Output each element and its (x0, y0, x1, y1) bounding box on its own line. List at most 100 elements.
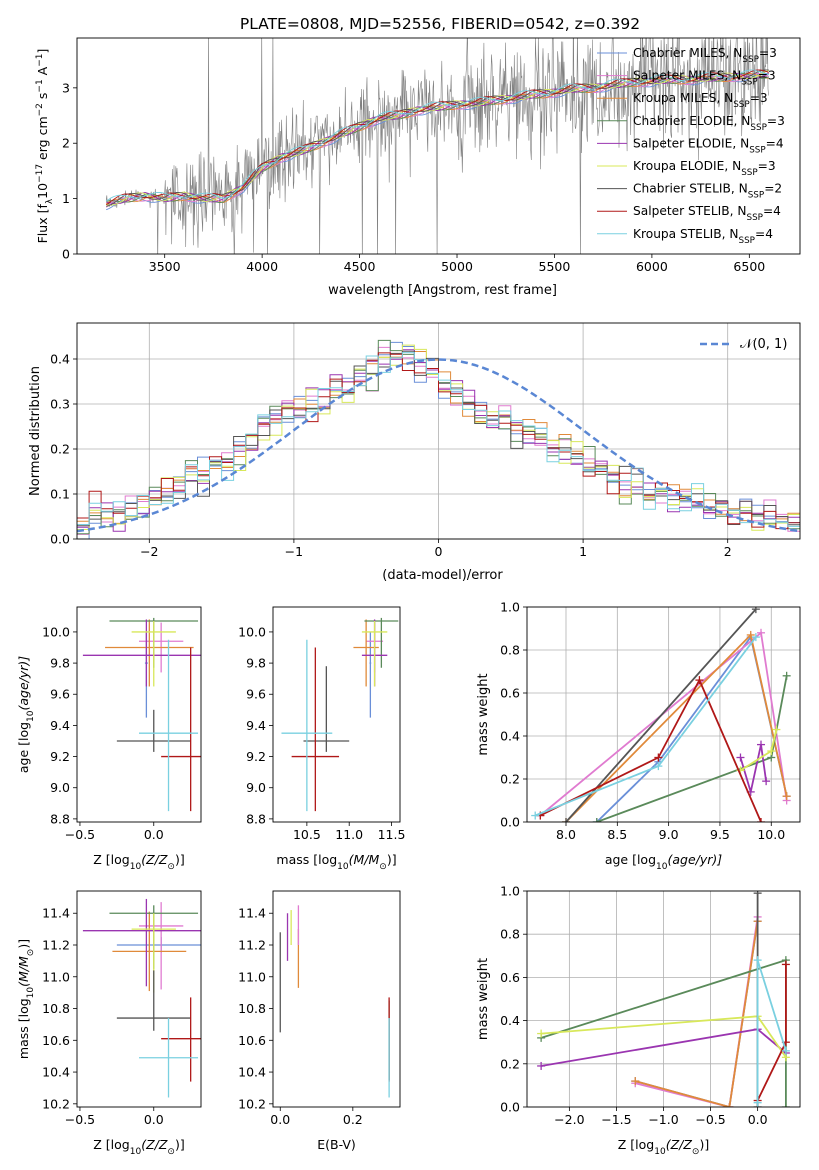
y-tick-label: 0.6 (500, 970, 520, 985)
legend-label: Kroupa ELODIE, NSSP=3 (633, 159, 776, 178)
y-axis-label-part: erg cm (35, 116, 50, 164)
y-axis-label: mass weight (476, 673, 491, 755)
weight-line-kroupa-miles (565, 633, 788, 822)
weight-line-chabrier-elodie (596, 675, 788, 822)
axes-frame (526, 606, 801, 823)
x-tick-label: −0.5 (695, 1112, 725, 1127)
y-axis-label-part: λ (45, 198, 55, 204)
y-tick-label: 10.0 (42, 624, 70, 639)
x-tick-label: 0.0 (748, 1112, 768, 1127)
x-tick-label: −2.0 (554, 1112, 584, 1127)
y-tick-label: 0.4 (500, 1013, 520, 1028)
axes-age-vs-Z: −0.5 0.08.89.09.29.49.69.810.0Z [log10(Z/… (16, 606, 202, 872)
x-axis-label-part: (age/yr)] (667, 852, 722, 867)
x-axis-label: mass [log10(M/M⊙)] (276, 852, 396, 872)
y-axis-label: mass weight (476, 958, 491, 1040)
chart-layer: 3500 4000 4500 5000 5500 6000 6500 0 1 2 3 Chabrier… (16, 37, 801, 1157)
plot-area (82, 617, 201, 812)
legend-label-sub: SSP (733, 100, 749, 110)
x-tick-label: 1 (579, 544, 587, 559)
legend-label-n: =3 (758, 159, 776, 173)
y-axis-label-part: mass [log (16, 998, 31, 1059)
y-tick-label: 3 (62, 80, 70, 95)
y-tick-label: 11.4 (238, 906, 266, 921)
axes-mass-vs-Z: −0.5 0.0 10.2 10.4 10.6 10.8 11.0 11.2 11.4 Z [lo… (16, 890, 202, 1157)
y-tick-label: 9.6 (50, 687, 70, 702)
y-axis-label-part: A (35, 66, 50, 79)
x-axis-label-part: 10 (130, 862, 142, 872)
y-axis-label: Flux [fλ10−17 erg cm−2 s−1 A−1] (35, 49, 55, 244)
legend-label: Chabrier ELODIE, NSSP=3 (633, 114, 785, 133)
x-axis-label: E(B-V) (317, 1137, 356, 1152)
axes-frame (272, 606, 401, 823)
y-tick-label: 2 (62, 136, 70, 151)
plot-area (105, 38, 770, 254)
y-tick-label: 11.4 (42, 906, 70, 921)
x-tick-label: 3500 (149, 259, 181, 274)
legend-label-n: =3 (767, 114, 785, 128)
x-tick-label: 4500 (344, 259, 376, 274)
axes-frame (76, 890, 202, 1108)
axes-frame (76, 37, 801, 255)
legend-label-n: =4 (766, 136, 784, 150)
legend-label-name: Chabrier STELIB, N (633, 182, 748, 196)
x-tick-label: −0.5 (65, 827, 95, 842)
y-axis-label-part: 10 (35, 183, 50, 199)
legend-label-n: =2 (764, 182, 782, 196)
x-tick-label: −2 (140, 544, 158, 559)
plot-area (279, 905, 390, 1098)
x-tick-label: 0.2 (343, 1112, 363, 1127)
x-axis-label-part: 10 (656, 862, 668, 872)
x-tick-label: 6500 (733, 259, 765, 274)
x-axis-label-part: )] (175, 852, 185, 867)
y-tick-label: 9.4 (246, 718, 266, 733)
y-tick-label: 0.0 (500, 815, 520, 830)
plot-area (531, 607, 791, 822)
y-tick-label: 9.6 (246, 687, 266, 702)
x-tick-label: −0.5 (65, 1112, 95, 1127)
x-tick-label: 4000 (246, 259, 278, 274)
x-axis-label-part: (Z/Z (141, 1137, 168, 1152)
x-axis-label-part: Z [log (93, 852, 129, 867)
legend-label-sub: SSP (741, 168, 757, 178)
y-axis-label: Normed distribution (28, 366, 43, 496)
legend-label-sub: SSP (739, 236, 755, 246)
x-axis-label-part: (Z/Z (141, 852, 168, 867)
y-axis-label-part: −1 (35, 79, 45, 92)
x-axis-label-part: Z [log (93, 1137, 129, 1152)
axes-frame (526, 890, 801, 1108)
x-axis-label-part: Z [log (618, 1137, 654, 1152)
x-tick-label: 0.0 (144, 1112, 164, 1127)
x-tick-label: 10.5 (293, 827, 321, 842)
y-axis-label: mass [log10(M/M⊙)] (16, 939, 36, 1059)
spectrum-data-line (105, 38, 769, 254)
axes-frame (76, 606, 202, 823)
legend-label-sub: SSP (741, 78, 757, 88)
spectrum-model-salpeter-elodie (106, 72, 770, 205)
legend-label: Kroupa MILES, NSSP=3 (633, 91, 768, 110)
legend-label: Chabrier STELIB, NSSP=2 (633, 182, 782, 201)
legend-label-n: =4 (755, 227, 773, 241)
weight-line-salpeter-elodie (739, 744, 767, 793)
weight-line-kroupa-stelib (756, 959, 787, 1103)
x-axis-label-part: E(B-V) (317, 1137, 356, 1152)
axes-frame (76, 322, 801, 540)
y-axis-label-part: Flux [f (35, 204, 50, 244)
x-axis-label: Z [log10(Z/Z⊙)] (93, 1137, 184, 1157)
x-tick-label: 11.0 (335, 827, 363, 842)
axes-frame (272, 890, 401, 1108)
y-axis-label-part: ⊙ (26, 949, 36, 957)
x-axis-label-part: )] (175, 1137, 185, 1152)
legend-label: Kroupa STELIB, NSSP=4 (633, 227, 773, 246)
legend-label-n: =3 (750, 91, 768, 105)
y-axis-label-part: age [log (16, 722, 31, 773)
x-axis-label-part: )] (699, 1137, 709, 1152)
y-axis-label-part: −1 (35, 54, 45, 67)
legend-label-sub: SSP (750, 123, 766, 133)
x-tick-label: 5500 (539, 259, 571, 274)
y-tick-label: 10.4 (42, 1065, 70, 1080)
y-tick-label: 9.8 (246, 656, 266, 671)
normal-distribution-curve (77, 358, 800, 533)
y-tick-label: 0.4 (50, 352, 70, 367)
